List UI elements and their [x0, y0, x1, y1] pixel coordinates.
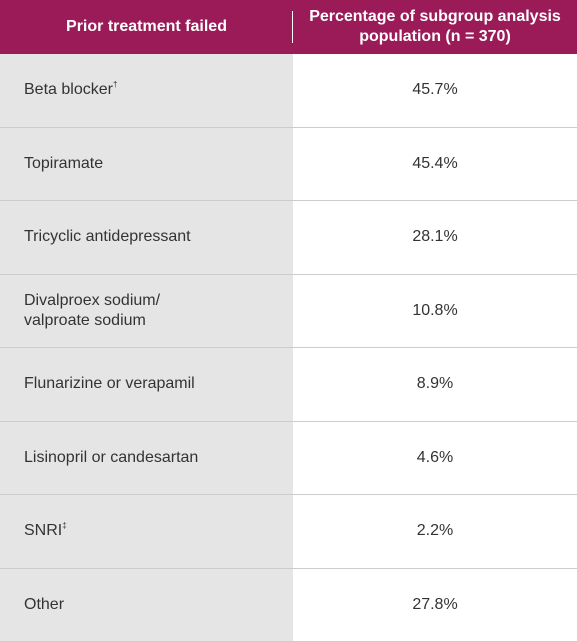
treatment-label: Divalproex sodium/ valproate sodium	[24, 291, 161, 329]
percentage-cell: 45.7%	[293, 54, 577, 127]
treatment-cell: SNRI‡	[0, 495, 293, 568]
treatment-cell: Other	[0, 568, 293, 641]
table-row: Tricyclic antidepressant 28.1%	[0, 201, 577, 275]
header-label-prior-treatment: Prior treatment failed	[66, 18, 227, 35]
table-row: Beta blocker† 45.7%	[0, 54, 577, 128]
treatment-cell: Flunarizine or verapamil	[0, 348, 293, 421]
percentage-cell: 10.8%	[293, 274, 577, 347]
treatment-label: Flunarizine or verapamil	[24, 375, 195, 393]
header-divider	[292, 11, 293, 43]
percentage-value: 2.2%	[416, 522, 454, 540]
table-row: Lisinopril or candesartan 4.6%	[0, 421, 577, 495]
percentage-cell: 4.6%	[293, 421, 577, 494]
treatment-label: Tricyclic antidepressant	[24, 228, 191, 246]
percentage-value: 45.7%	[412, 81, 458, 99]
table-row: Flunarizine or verapamil 8.9%	[0, 348, 577, 422]
percentage-cell: 8.9%	[293, 348, 577, 421]
header-label-percentage: Percentage of subgroup analysis populati…	[309, 8, 561, 45]
header-cell-percentage: Percentage of subgroup analysis populati…	[293, 0, 577, 54]
percentage-cell: 27.8%	[293, 568, 577, 641]
table-row: SNRI‡ 2.2%	[0, 495, 577, 569]
treatment-label: Lisinopril or candesartan	[24, 448, 199, 466]
treatment-cell: Lisinopril or candesartan	[0, 421, 293, 494]
percentage-value: 45.4%	[412, 154, 458, 172]
table-row: Other 27.8%	[0, 568, 577, 642]
treatment-label: Other	[24, 595, 65, 613]
table-header: Prior treatment failed Percentage of sub…	[0, 0, 577, 54]
treatment-cell: Beta blocker†	[0, 54, 293, 127]
treatment-cell: Divalproex sodium/ valproate sodium	[0, 274, 293, 347]
treatment-cell: Topiramate	[0, 127, 293, 200]
treatment-cell: Tricyclic antidepressant	[0, 201, 293, 274]
treatment-label: Beta blocker†	[24, 80, 118, 99]
table-row: Divalproex sodium/ valproate sodium 10.8…	[0, 274, 577, 348]
percentage-cell: 28.1%	[293, 201, 577, 274]
percentage-value: 27.8%	[412, 595, 458, 613]
percentage-value: 4.6%	[416, 448, 454, 466]
percentage-cell: 2.2%	[293, 495, 577, 568]
percentage-value: 28.1%	[412, 228, 458, 246]
percentage-cell: 45.4%	[293, 127, 577, 200]
percentage-value: 8.9%	[416, 375, 454, 393]
table-row: Topiramate 45.4%	[0, 127, 577, 201]
footnote-mark: †	[112, 80, 118, 90]
header-cell-prior-treatment: Prior treatment failed	[0, 0, 293, 54]
treatment-label: Topiramate	[24, 154, 104, 172]
percentage-value: 10.8%	[412, 301, 458, 319]
treatment-label: SNRI‡	[24, 521, 67, 540]
footnote-mark: ‡	[62, 521, 67, 531]
